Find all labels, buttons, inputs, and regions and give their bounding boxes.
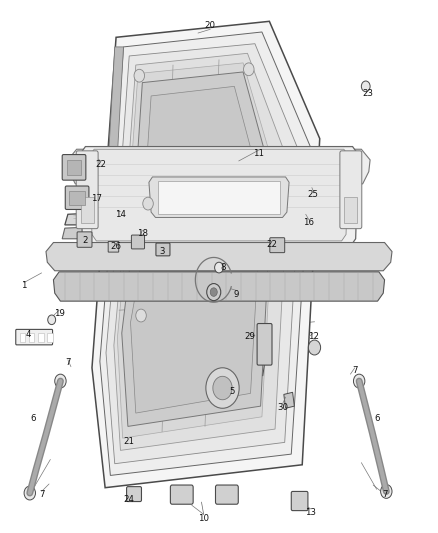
Text: 12: 12 bbox=[307, 333, 319, 341]
FancyBboxPatch shape bbox=[77, 232, 92, 247]
Text: 9: 9 bbox=[234, 290, 239, 298]
FancyBboxPatch shape bbox=[270, 238, 285, 253]
Polygon shape bbox=[149, 177, 289, 217]
Polygon shape bbox=[62, 217, 318, 239]
FancyBboxPatch shape bbox=[215, 485, 238, 504]
Circle shape bbox=[308, 340, 321, 355]
Bar bbox=[47, 333, 53, 342]
FancyBboxPatch shape bbox=[76, 151, 98, 229]
Polygon shape bbox=[89, 149, 349, 241]
Text: 7: 7 bbox=[39, 490, 44, 499]
Text: 1: 1 bbox=[21, 281, 27, 289]
Circle shape bbox=[160, 198, 166, 205]
Circle shape bbox=[215, 262, 223, 273]
Text: 29: 29 bbox=[244, 333, 255, 341]
FancyBboxPatch shape bbox=[340, 151, 362, 229]
Circle shape bbox=[55, 374, 66, 388]
Text: 16: 16 bbox=[303, 219, 314, 227]
Text: 8: 8 bbox=[221, 263, 226, 272]
FancyBboxPatch shape bbox=[156, 243, 170, 256]
Circle shape bbox=[134, 69, 145, 82]
Polygon shape bbox=[131, 86, 262, 413]
Bar bbox=[69, 191, 85, 205]
Circle shape bbox=[210, 288, 217, 296]
Text: 26: 26 bbox=[110, 242, 122, 251]
Polygon shape bbox=[104, 47, 124, 232]
Circle shape bbox=[177, 489, 186, 500]
Text: 21: 21 bbox=[124, 437, 135, 446]
FancyBboxPatch shape bbox=[16, 329, 53, 345]
Bar bbox=[38, 333, 43, 342]
Circle shape bbox=[24, 486, 35, 500]
Circle shape bbox=[353, 374, 365, 388]
Circle shape bbox=[223, 489, 231, 500]
Bar bbox=[20, 333, 25, 342]
Circle shape bbox=[136, 309, 146, 322]
Text: 3: 3 bbox=[159, 247, 165, 256]
FancyBboxPatch shape bbox=[127, 487, 141, 502]
Text: 22: 22 bbox=[266, 240, 277, 248]
Text: 10: 10 bbox=[198, 514, 209, 522]
Text: 4: 4 bbox=[26, 330, 31, 339]
Circle shape bbox=[381, 484, 392, 498]
FancyBboxPatch shape bbox=[62, 155, 86, 180]
Circle shape bbox=[311, 343, 318, 352]
Circle shape bbox=[206, 368, 239, 408]
Polygon shape bbox=[68, 149, 370, 184]
Polygon shape bbox=[284, 392, 294, 408]
Text: 22: 22 bbox=[95, 160, 106, 168]
Text: 7: 7 bbox=[65, 358, 71, 367]
Text: 11: 11 bbox=[253, 149, 264, 158]
Text: 6: 6 bbox=[30, 414, 35, 423]
Text: 6: 6 bbox=[374, 414, 379, 423]
Bar bbox=[67, 160, 81, 175]
Circle shape bbox=[296, 496, 304, 506]
FancyBboxPatch shape bbox=[291, 491, 308, 511]
Circle shape bbox=[207, 284, 221, 301]
Text: 20: 20 bbox=[205, 21, 216, 30]
Bar bbox=[344, 197, 357, 223]
Text: 5: 5 bbox=[230, 387, 235, 396]
FancyBboxPatch shape bbox=[257, 324, 272, 365]
Text: 7: 7 bbox=[383, 490, 388, 499]
Polygon shape bbox=[100, 32, 311, 475]
Polygon shape bbox=[80, 147, 358, 246]
Text: 18: 18 bbox=[137, 229, 148, 238]
Polygon shape bbox=[53, 272, 385, 301]
FancyBboxPatch shape bbox=[170, 485, 193, 504]
Text: 2: 2 bbox=[83, 237, 88, 245]
Polygon shape bbox=[114, 53, 289, 450]
Polygon shape bbox=[117, 63, 275, 438]
FancyBboxPatch shape bbox=[65, 186, 89, 209]
Bar bbox=[29, 333, 35, 342]
Text: 13: 13 bbox=[305, 508, 317, 517]
Polygon shape bbox=[122, 72, 272, 426]
Text: 19: 19 bbox=[54, 309, 64, 318]
Polygon shape bbox=[106, 44, 301, 464]
Circle shape bbox=[143, 197, 153, 210]
Polygon shape bbox=[65, 203, 321, 225]
Polygon shape bbox=[92, 21, 320, 488]
Text: 24: 24 bbox=[124, 496, 135, 504]
Text: 7: 7 bbox=[352, 366, 357, 375]
Text: 23: 23 bbox=[362, 89, 374, 98]
Polygon shape bbox=[46, 243, 392, 271]
Bar bbox=[158, 181, 280, 214]
Circle shape bbox=[361, 81, 370, 92]
Text: 30: 30 bbox=[277, 403, 288, 412]
FancyBboxPatch shape bbox=[108, 241, 119, 252]
FancyBboxPatch shape bbox=[131, 235, 145, 249]
Text: 25: 25 bbox=[307, 190, 319, 199]
Text: 14: 14 bbox=[115, 210, 126, 219]
Text: 17: 17 bbox=[91, 194, 102, 203]
Circle shape bbox=[272, 198, 278, 205]
Bar bbox=[81, 197, 94, 223]
Circle shape bbox=[213, 376, 232, 400]
Circle shape bbox=[48, 315, 56, 325]
Circle shape bbox=[244, 63, 254, 76]
